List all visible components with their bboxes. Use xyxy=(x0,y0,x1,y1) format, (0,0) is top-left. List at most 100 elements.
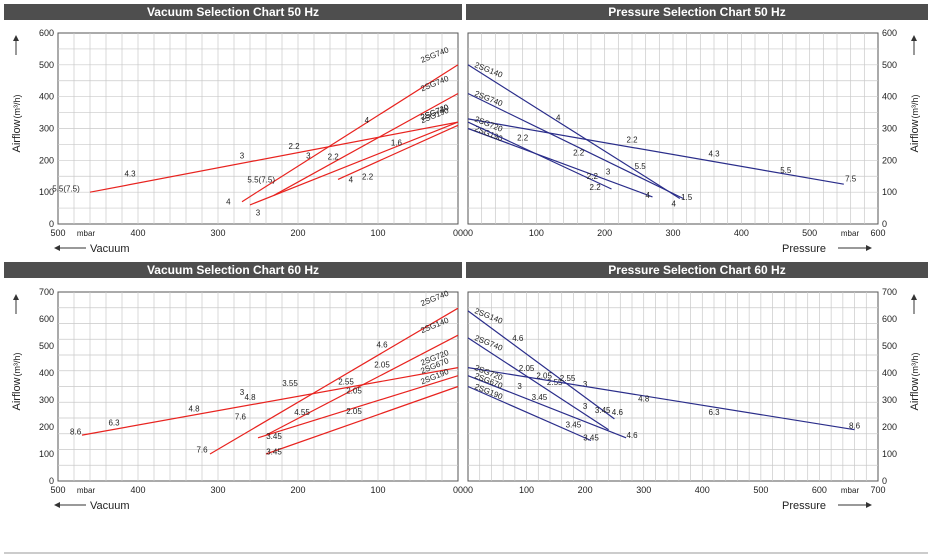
data-label: 6.3 xyxy=(708,408,720,417)
x-tick-label: 00 xyxy=(453,485,463,495)
y-tick-label: 0 xyxy=(49,219,54,229)
series-line xyxy=(467,118,844,185)
data-label: 3 xyxy=(256,208,261,217)
x-axis-label: Pressure xyxy=(782,500,826,512)
x-tick-label: 400 xyxy=(130,485,145,495)
x-unit-label: mbar xyxy=(841,229,860,238)
series-line xyxy=(337,124,459,180)
y-tick-label: 300 xyxy=(882,395,897,405)
x-unit-label: mbar xyxy=(841,486,860,495)
panel-title: Vacuum Selection Chart 50 Hz xyxy=(4,4,462,20)
series-line xyxy=(265,385,459,455)
data-label: 2.05 xyxy=(346,386,362,395)
data-label: 1.6 xyxy=(391,139,403,148)
y-tick-label: 100 xyxy=(39,187,54,197)
x-tick-label: 500 xyxy=(753,485,768,495)
data-label: 2.55 xyxy=(560,374,576,383)
series-line xyxy=(89,121,459,193)
series-line xyxy=(249,121,459,206)
data-label: 3 xyxy=(240,388,245,397)
data-label: 4.8 xyxy=(188,404,200,413)
series-line xyxy=(467,92,684,200)
data-label: 5.5 xyxy=(780,166,792,175)
x-tick-label: 00 xyxy=(463,485,473,495)
data-label: 7.6 xyxy=(235,412,247,421)
x-tick-label: 200 xyxy=(597,228,612,238)
data-label: 4.8 xyxy=(244,393,256,402)
y-tick-label: 200 xyxy=(39,422,54,432)
data-label: 3 xyxy=(240,152,245,161)
chart-1: 0 100 200 300 400 500 600 500 400 300 200 100 00 mbar… xyxy=(11,28,463,255)
x-tick-label: 700 xyxy=(870,485,885,495)
x-tick-label: 200 xyxy=(290,485,305,495)
panel-title: Vacuum Selection Chart 60 Hz xyxy=(4,262,462,278)
data-label: 2.2 xyxy=(587,172,599,181)
data-label: 2.55 xyxy=(338,377,354,386)
y-tick-label: 300 xyxy=(39,395,54,405)
x-tick-label: 200 xyxy=(578,485,593,495)
y-tick-label: 700 xyxy=(882,287,897,297)
arrow-head-icon xyxy=(866,502,872,508)
data-label: 3.45 xyxy=(266,432,282,441)
series-line xyxy=(467,367,855,431)
data-label: 3.45 xyxy=(566,421,582,430)
series-line xyxy=(467,375,627,439)
y-tick-label: 400 xyxy=(39,92,54,102)
y-axis-label: Airflow xyxy=(11,119,23,152)
y-tick-label: 200 xyxy=(882,422,897,432)
data-label: 3 xyxy=(606,168,611,177)
panel-title: Pressure Selection Chart 50 Hz xyxy=(466,4,928,20)
data-label: 5.5(7.5) xyxy=(52,185,80,194)
x-tick-label: 100 xyxy=(370,228,385,238)
y-tick-label: 400 xyxy=(882,92,897,102)
y-unit-label: (m³/h) xyxy=(12,353,22,377)
x-axis-label: Vacuum xyxy=(90,243,130,255)
y-tick-label: 0 xyxy=(882,476,887,486)
x-axis-label: Pressure xyxy=(782,243,826,255)
x-tick-label: 400 xyxy=(695,485,710,495)
data-label: 4.6 xyxy=(612,408,624,417)
data-label: 4 xyxy=(645,191,650,200)
y-tick-label: 100 xyxy=(39,449,54,459)
data-label: 2.2 xyxy=(626,136,638,145)
data-label: 2.2 xyxy=(288,142,300,151)
x-unit-label: mbar xyxy=(77,486,96,495)
x-tick-label: 400 xyxy=(734,228,749,238)
y-unit-label: (m³/h) xyxy=(910,353,920,377)
series-line xyxy=(467,337,609,431)
x-tick-label: 500 xyxy=(50,485,65,495)
arrow-head-icon xyxy=(866,245,872,251)
data-label: 6.3 xyxy=(108,419,120,428)
y-tick-label: 0 xyxy=(49,476,54,486)
data-label: 4.6 xyxy=(376,340,388,349)
data-label: 4 xyxy=(365,116,370,125)
data-label: 3.45 xyxy=(266,448,282,457)
data-label: 4.55 xyxy=(294,408,310,417)
x-tick-label: 100 xyxy=(529,228,544,238)
data-label: 2.2 xyxy=(590,183,602,192)
y-tick-label: 400 xyxy=(39,368,54,378)
chart-3: 0 100 200 300 400 500 600 700 500 400 300 200 100 00 m… xyxy=(11,287,463,512)
data-label: 2.2 xyxy=(573,149,585,158)
x-tick-label: 100 xyxy=(519,485,534,495)
y-unit-label: (m³/h) xyxy=(12,95,22,119)
series-line xyxy=(467,64,681,200)
x-tick-label: 500 xyxy=(50,228,65,238)
arrow-head-icon xyxy=(13,294,19,300)
data-label: 2.2 xyxy=(517,134,529,143)
data-label: 2.2 xyxy=(362,172,374,181)
x-tick-label: 300 xyxy=(665,228,680,238)
y-tick-label: 600 xyxy=(882,28,897,38)
y-tick-label: 500 xyxy=(39,341,54,351)
y-axis-label: Airflow xyxy=(11,377,23,410)
y-tick-label: 600 xyxy=(39,314,54,324)
data-label: 4.6 xyxy=(626,431,638,440)
data-label: 2.05 xyxy=(346,407,362,416)
y-tick-label: 100 xyxy=(882,449,897,459)
y-tick-label: 500 xyxy=(39,60,54,70)
series-line xyxy=(467,121,612,190)
y-tick-label: 600 xyxy=(882,314,897,324)
chart-2: 0 100 200 300 400 500 600 00 100 200 300 400 500 600 m… xyxy=(463,28,921,255)
series-line xyxy=(209,307,459,455)
